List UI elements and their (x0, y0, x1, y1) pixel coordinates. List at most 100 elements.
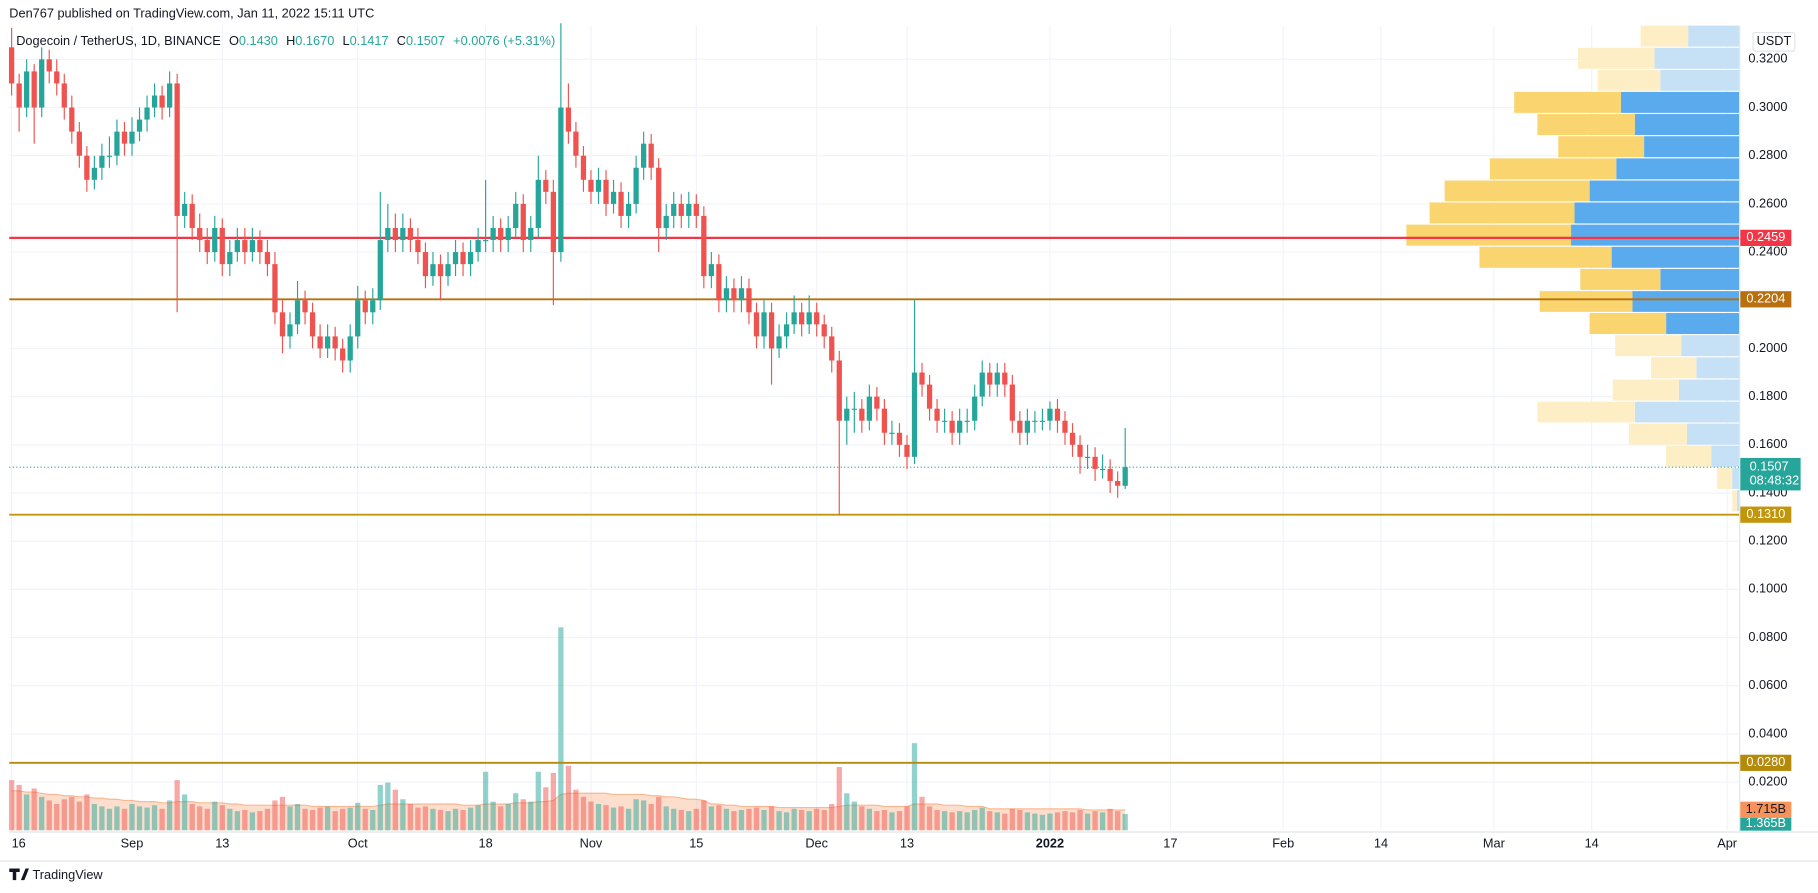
volume-bar (656, 796, 662, 831)
profile-up (1616, 158, 1740, 180)
volume-bar (317, 807, 323, 831)
candle-body (1107, 468, 1113, 481)
candle-body (212, 227, 218, 253)
candle-body (204, 240, 210, 253)
profile-down (1489, 158, 1617, 180)
legend-key: O (229, 33, 239, 48)
volume-bar (377, 784, 383, 831)
candle-body (588, 179, 594, 192)
candle-body (31, 71, 37, 108)
y-tick-label: 0.1200 (1748, 533, 1787, 548)
volume-bar (287, 806, 293, 831)
candle-body (249, 240, 256, 253)
candle-body (731, 288, 737, 301)
volume-bar (761, 809, 767, 831)
candle-body (445, 264, 451, 277)
y-tick-label: 0.2800 (1748, 147, 1787, 162)
volume-bar (1092, 811, 1098, 831)
candle-body (467, 252, 474, 265)
candle-body (844, 408, 850, 421)
profile-up (1711, 445, 1740, 467)
candle-body (1024, 420, 1031, 433)
profile-down (1479, 246, 1612, 268)
volume-bar (701, 800, 707, 831)
candle-body (814, 312, 820, 325)
level-label-box (1740, 754, 1792, 771)
candle-body (859, 408, 865, 421)
candle-body (926, 384, 933, 409)
volume-bar (355, 802, 361, 831)
profile-down (1558, 136, 1645, 158)
volume-bar (302, 808, 308, 831)
candle-body (874, 396, 880, 409)
volume-label: 1.365B (1746, 815, 1786, 830)
volume-bar (641, 800, 647, 831)
candle-body (994, 372, 1000, 385)
candle-body (8, 47, 15, 84)
volume-bar (746, 808, 752, 831)
volume-bar (91, 804, 98, 831)
volume-bar (859, 806, 865, 831)
volume-bar (430, 808, 436, 831)
profile-down (1537, 114, 1635, 136)
candle-body (641, 143, 647, 168)
volume-bar (1032, 813, 1038, 831)
candle-body (54, 71, 60, 84)
volume-bar (482, 771, 489, 831)
candle-body (776, 336, 782, 349)
volume-bar (505, 804, 511, 831)
candle-body (1054, 408, 1061, 421)
volume-bar (340, 808, 346, 831)
volume-bar (911, 743, 918, 831)
volume-bar (370, 809, 376, 831)
candle-body (400, 227, 406, 241)
volume-bar (392, 789, 398, 831)
volume-label-box (1740, 817, 1792, 831)
candle-body (91, 167, 98, 180)
candle-body (686, 203, 692, 216)
volume-bar (520, 799, 526, 831)
candle-body (603, 179, 609, 204)
candle-body (287, 324, 293, 337)
volume-bar (159, 808, 165, 831)
candle-body (234, 240, 240, 253)
volume-bar (799, 809, 805, 831)
candle-body (422, 252, 429, 277)
volume-bar (1002, 813, 1008, 831)
volume-bar (573, 789, 579, 831)
level-label: 0.2204 (1746, 291, 1785, 306)
volume-bar (467, 807, 474, 831)
profile-up (1634, 114, 1740, 136)
profile-up (1660, 69, 1740, 91)
candle-body (633, 167, 639, 204)
candle-body (911, 372, 918, 457)
candle-body (1062, 420, 1068, 433)
candle-body (618, 191, 624, 216)
candle-body (896, 432, 903, 445)
y-tick-label: 0.3200 (1748, 51, 1787, 66)
volume-bar (625, 808, 632, 831)
y-tick-label: 0.1600 (1748, 436, 1787, 451)
candle-body (738, 288, 745, 301)
candle-body (302, 300, 308, 313)
volume-bar (61, 799, 67, 831)
volume-bar (69, 796, 75, 831)
profile-down (1514, 91, 1621, 113)
volume-ma-label: 1.715B (1746, 801, 1786, 816)
volume-bar (648, 804, 654, 831)
candle-body (264, 252, 271, 265)
candle-body (1115, 480, 1121, 486)
volume-bar (257, 811, 263, 831)
volume-bar (926, 806, 933, 831)
countdown-label: 08:48:32 (1750, 473, 1800, 488)
plot (8, 23, 1740, 831)
volume-bar (565, 765, 572, 831)
candle-body (1069, 432, 1076, 445)
legend-key: H (286, 33, 295, 48)
volume-bar (121, 808, 128, 831)
volume-bar (114, 806, 120, 831)
volume-bar (964, 812, 970, 831)
candle-body (1032, 420, 1038, 422)
volume-bar (731, 811, 737, 831)
volume-bar (106, 808, 113, 831)
